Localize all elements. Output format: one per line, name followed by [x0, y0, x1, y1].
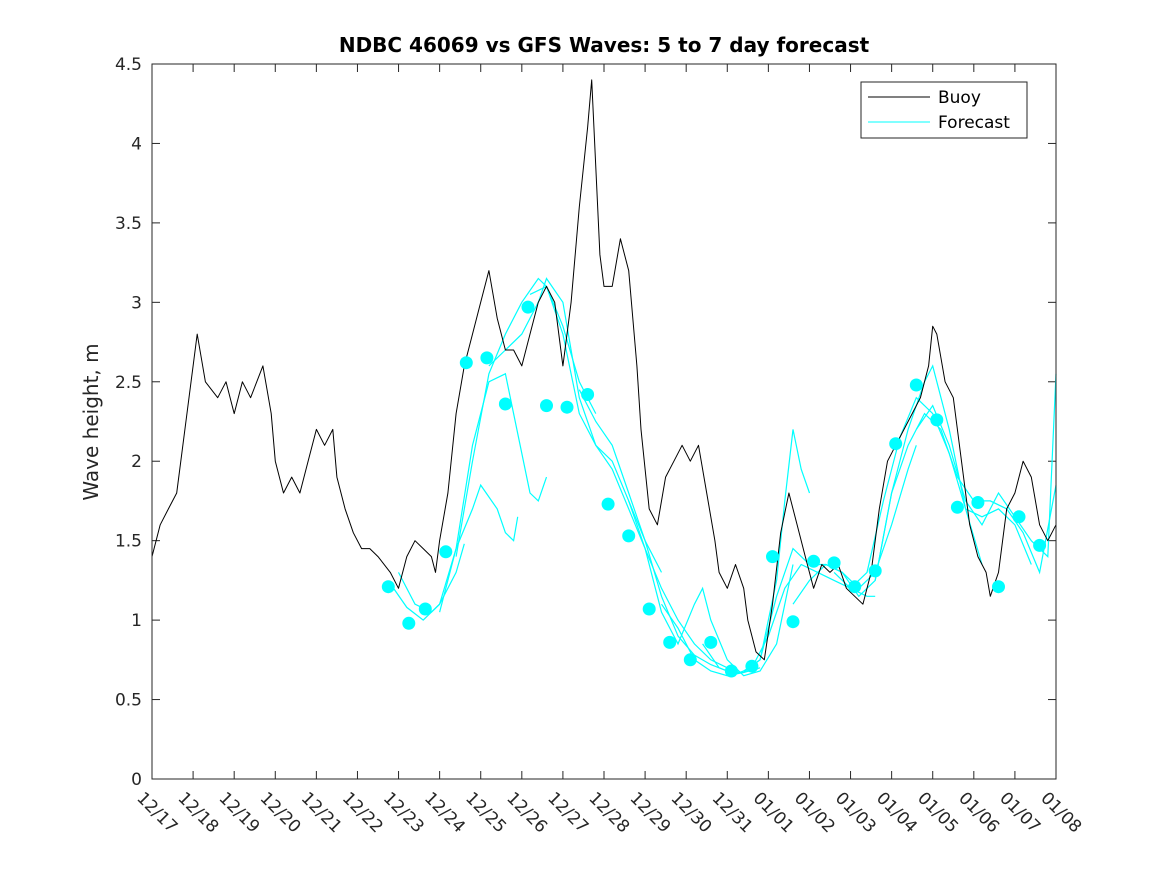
- forecast-line: [455, 277, 597, 557]
- forecast-marker: [827, 556, 841, 570]
- y-tick-label: 2.5: [115, 373, 142, 393]
- forecast-line: [833, 396, 1032, 590]
- forecast-marker: [868, 564, 882, 578]
- forecast-marker: [807, 554, 821, 568]
- forecast-marker: [930, 413, 944, 427]
- y-tick-label: 3: [131, 293, 142, 313]
- legend-buoy-label: Buoy: [938, 88, 981, 108]
- forecast-marker: [521, 300, 535, 314]
- legend: Buoy Forecast: [860, 81, 1028, 139]
- forecast-marker: [1012, 510, 1026, 524]
- forecast-markers: [381, 300, 1047, 678]
- forecast-marker: [992, 580, 1005, 594]
- y-tick-label: 4.5: [115, 55, 142, 75]
- chart-title: NDBC 46069 vs GFS Waves: 5 to 7 day fore…: [339, 33, 870, 57]
- forecast-marker: [418, 602, 432, 616]
- forecast-marker: [560, 400, 574, 414]
- forecast-marker: [480, 351, 494, 365]
- y-tick-label: 2: [131, 452, 142, 472]
- y-tick-label: 1.5: [115, 532, 142, 552]
- y-tick-label: 0.5: [115, 691, 142, 711]
- forecast-line: [439, 372, 548, 613]
- y-axis-label: Wave height, m: [79, 343, 103, 500]
- y-tick-label: 1: [131, 611, 142, 631]
- forecast-marker: [683, 653, 697, 667]
- plot-frame: [151, 63, 1057, 780]
- forecast-marker: [766, 550, 779, 564]
- forecast-marker: [971, 496, 985, 509]
- forecast-marker: [704, 635, 718, 649]
- forecast-marker: [601, 497, 615, 511]
- forecast-marker: [786, 615, 800, 629]
- forecast-marker: [889, 437, 903, 451]
- forecast-marker: [848, 580, 862, 594]
- forecast-marker: [439, 545, 453, 559]
- forecast-marker: [581, 388, 595, 401]
- buoy-series: [151, 79, 1057, 661]
- y-tick-label: 3.5: [115, 214, 142, 234]
- legend-box: [860, 81, 1028, 139]
- forecast-marker: [950, 500, 964, 514]
- forecast-line: [529, 285, 728, 669]
- forecast-marker: [909, 378, 923, 392]
- forecast-marker: [745, 659, 759, 673]
- legend-forecast-label: Forecast: [938, 113, 1010, 133]
- forecast-line: [628, 500, 794, 677]
- forecast-marker: [724, 664, 738, 678]
- y-tick-label: 0: [131, 770, 142, 790]
- forecast-marker: [459, 356, 473, 370]
- y-tick-label: 4: [131, 134, 142, 154]
- forecast-marker: [622, 529, 636, 543]
- forecast-marker: [381, 580, 395, 594]
- forecast-marker: [663, 635, 677, 649]
- forecast-marker: [540, 399, 553, 413]
- forecast-line: [874, 412, 1057, 581]
- forecast-marker: [402, 616, 416, 630]
- forecast-marker: [642, 602, 656, 616]
- forecast-marker: [498, 397, 512, 411]
- buoy-line: [151, 79, 1057, 661]
- forecast-marker: [1033, 538, 1047, 552]
